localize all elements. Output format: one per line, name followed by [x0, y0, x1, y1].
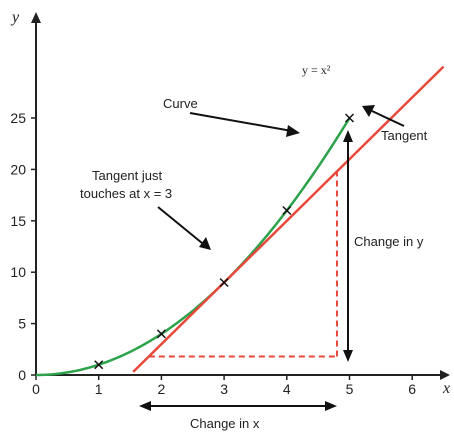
- change-y-arrow-up-icon: [343, 130, 353, 142]
- y-tick-label: 10: [10, 264, 26, 280]
- change-x-arrow-right-icon: [325, 401, 337, 411]
- change-x-arrow-left-icon: [139, 401, 151, 411]
- axes: x y: [10, 9, 450, 397]
- point-marker: [94, 360, 104, 370]
- touch-pointer-line: [157, 206, 203, 244]
- x-tick-label: 6: [408, 381, 416, 397]
- point-markers: [94, 113, 355, 370]
- change-y-label: Change in y: [354, 234, 424, 249]
- tangent-series-line: [132, 65, 445, 373]
- point-marker: [282, 205, 292, 216]
- curve-pointer-arrow-icon: [286, 125, 300, 137]
- tick-group: 0 1 2 3 4 5 6 0 5 10 15 20 25: [10, 110, 416, 397]
- y-tick-label: 20: [10, 161, 26, 177]
- point-marker: [219, 277, 229, 288]
- curve-series-line: [36, 117, 351, 377]
- equation-label: y = x²: [302, 63, 331, 77]
- tangent-label: Tangent: [381, 128, 428, 143]
- touch-pointer-arrow-icon: [199, 237, 211, 250]
- tangent-pointer-arrow-icon: [362, 105, 375, 117]
- x-tick-label: 5: [346, 381, 354, 397]
- y-axis-arrow-icon: [31, 12, 41, 23]
- curve-label: Curve: [163, 96, 198, 111]
- touch-label-line1: Tangent just: [92, 168, 162, 183]
- curve-pointer-line: [189, 112, 293, 132]
- x-axis-title: x: [442, 380, 450, 397]
- point-marker: [344, 113, 355, 123]
- x-axis-arrow-icon: [440, 370, 450, 380]
- y-axis-title: y: [10, 9, 20, 26]
- x-tick-label: 3: [220, 381, 228, 397]
- change-y-arrow-down-icon: [343, 350, 353, 362]
- x-tick-label: 4: [283, 381, 291, 397]
- y-tick-label: 0: [18, 367, 26, 383]
- touch-label-line2: touches at x = 3: [80, 186, 172, 201]
- change-triangle: [148, 171, 338, 358]
- point-marker: [156, 329, 166, 339]
- y-tick-label: 25: [10, 110, 26, 126]
- tangent-pointer-line: [371, 110, 405, 127]
- annotations: y = x² Curve Tangent Tangent just touche…: [80, 63, 428, 431]
- change-x-label: Change in x: [190, 416, 260, 431]
- x-tick-label: 2: [158, 381, 166, 397]
- y-tick-label: 5: [18, 316, 26, 332]
- x-tick-label: 0: [32, 381, 40, 397]
- y-tick-label: 15: [10, 213, 26, 229]
- x-tick-label: 1: [95, 381, 103, 397]
